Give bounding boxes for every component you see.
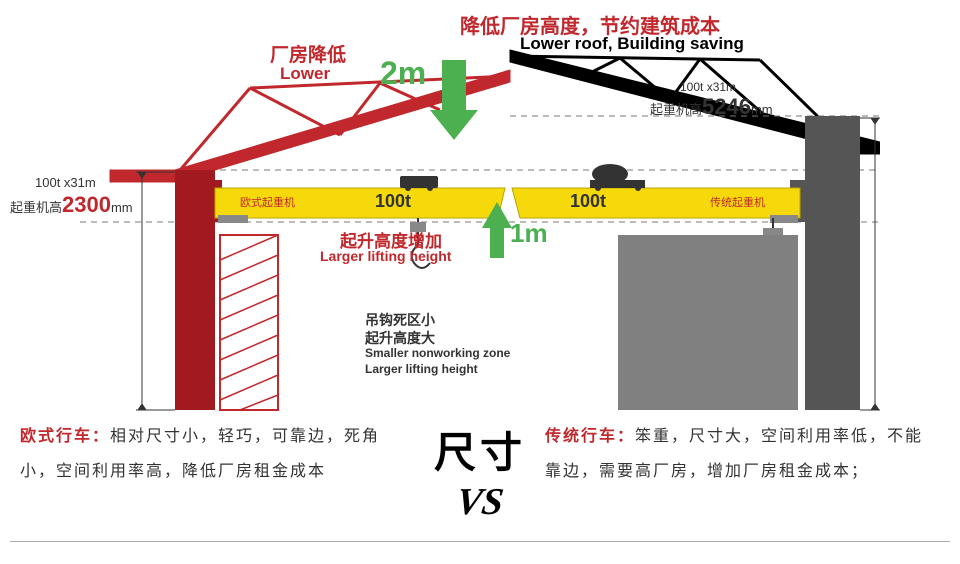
left-spec: 100t x31m bbox=[35, 175, 96, 190]
lower-cn: 厂房降低 bbox=[270, 40, 346, 67]
right-gray-block bbox=[618, 235, 798, 410]
lower-en: Lower bbox=[280, 64, 330, 84]
beam-right-ton: 100t bbox=[570, 191, 606, 212]
right-dim-value: 5246 bbox=[702, 94, 751, 119]
right-spec: 100t x31m bbox=[680, 80, 736, 94]
left-dim-unit: mm bbox=[111, 200, 133, 215]
left-hatch-block bbox=[220, 235, 278, 410]
left-compare-title: 欧式行车： bbox=[20, 428, 110, 445]
right-dim-row: 起重机高5246mm bbox=[650, 94, 773, 120]
beam-left-name: 欧式起重机 bbox=[240, 194, 295, 210]
right-column bbox=[805, 116, 860, 410]
lower-value: 2m bbox=[380, 55, 426, 92]
vs-top: 尺寸 bbox=[415, 419, 545, 480]
comparison-row: 欧式行车：相对尺寸小，轻巧，可靠边，死角小，空间利用率高，降低厂房租金成本 尺寸… bbox=[20, 419, 940, 524]
right-compare-col: 传统行车：笨重，尺寸大，空间利用率低，不能靠边，需要高厂房，增加厂房租金成本； bbox=[545, 419, 940, 489]
left-dim-prefix: 起重机高 bbox=[10, 200, 62, 215]
lifting-en: Larger lifting height bbox=[320, 248, 451, 264]
vs-bot: VS bbox=[412, 480, 548, 524]
lifting-value: 1m bbox=[510, 218, 548, 249]
right-compare-title: 传统行车： bbox=[545, 428, 635, 445]
right-dim-bracket bbox=[860, 118, 880, 410]
dz-en2: Larger lifting height bbox=[365, 362, 478, 376]
dz-en1: Smaller nonworking zone bbox=[365, 346, 510, 360]
dz-cn1: 吊钩死区小 bbox=[365, 310, 435, 330]
right-dim-unit: mm bbox=[751, 102, 773, 117]
left-dim-bracket bbox=[136, 172, 175, 410]
dz-cn2: 起升高度大 bbox=[365, 328, 435, 348]
beam-right-name: 传统起重机 bbox=[710, 194, 765, 210]
left-dim-value: 2300 bbox=[62, 192, 111, 217]
vs-block: 尺寸 VS bbox=[415, 419, 545, 524]
header-en: Lower roof, Building saving bbox=[520, 34, 744, 54]
left-compare-col: 欧式行车：相对尺寸小，轻巧，可靠边，死角小，空间利用率高，降低厂房租金成本 bbox=[20, 419, 415, 489]
beam-left-ton: 100t bbox=[375, 191, 411, 212]
crane-comparison-diagram: 降低厂房高度，节约建筑成本 Lower roof, Building savin… bbox=[80, 10, 880, 410]
right-dim-prefix: 起重机高 bbox=[650, 102, 702, 117]
bottom-divider bbox=[10, 541, 950, 542]
left-dim-row: 起重机高2300mm bbox=[10, 192, 133, 218]
right-trolley bbox=[590, 164, 645, 191]
